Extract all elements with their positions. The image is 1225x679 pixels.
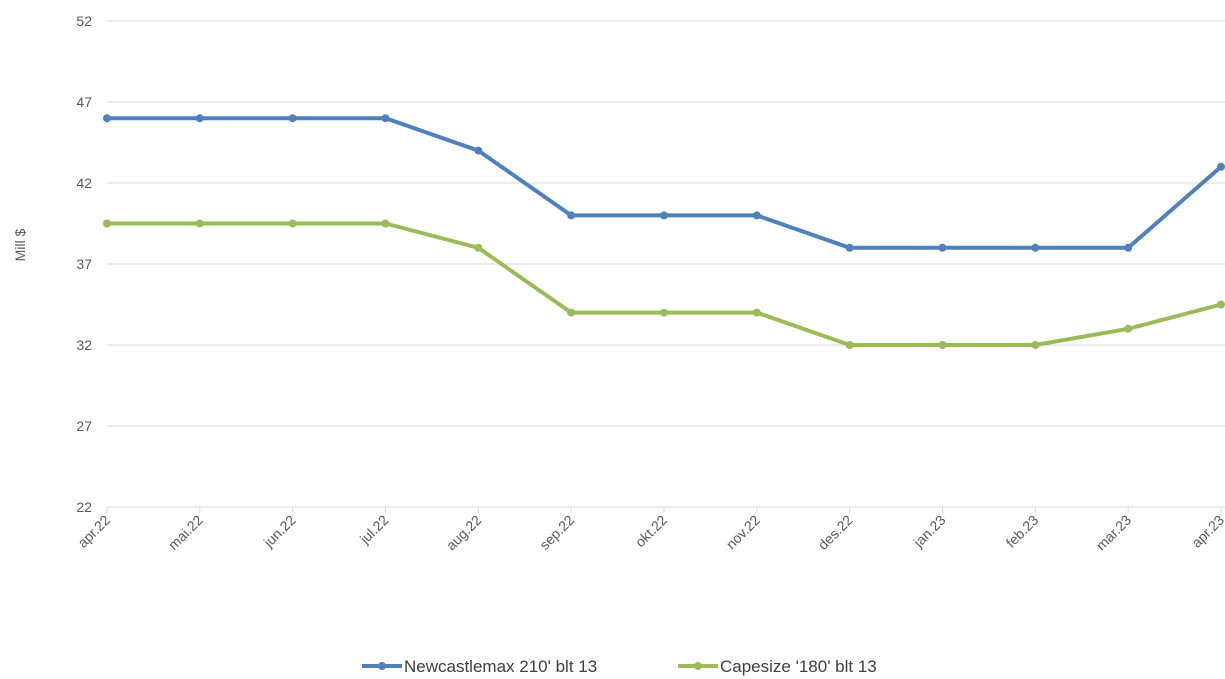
legend-marker [378,662,386,670]
legend: Newcastlemax 210' blt 13 Capesize '180' b… [362,657,877,676]
data-point [288,219,297,228]
legend-item-2: Capesize '180' blt 13 [678,657,877,676]
data-point [381,219,390,228]
data-point [752,308,761,317]
data-point [1124,243,1133,252]
data-point [1217,300,1225,309]
data-point [660,308,668,317]
series-2 [103,219,1225,349]
y-tick-label: 27 [76,418,92,434]
y-tick-label: 32 [76,337,92,353]
data-point [938,243,947,252]
x-tick-label: mai.22 [165,512,206,553]
x-tick-label: sep.22 [536,512,577,553]
y-axis-title: Mill $ [12,228,28,261]
data-point [474,146,483,155]
data-point [1031,243,1040,252]
data-point [288,114,297,123]
y-tick-label: 37 [76,256,92,272]
x-tick-label: jun.22 [260,512,299,551]
x-tick-label: jan.23 [910,512,949,551]
y-tick-label: 52 [76,13,92,29]
data-point [567,308,576,317]
data-point [103,219,111,228]
x-tick-label: jul.22 [356,512,392,548]
gridlines [107,20,1225,508]
legend-marker [694,662,702,670]
y-tick-label: 47 [76,94,92,110]
y-tick-label: 22 [76,499,92,515]
data-point [195,114,204,123]
data-point [567,211,576,220]
data-point [1217,162,1225,171]
data-point [938,341,947,349]
data-point [1124,324,1133,333]
data-point [660,211,668,220]
data-point [752,211,761,220]
data-point [195,219,204,228]
x-axis: apr.22 mai.22 jun.22 jul.22 aug.22 sep.22 okt.… [74,507,1225,553]
data-point [381,114,390,123]
legend-label: Capesize '180' blt 13 [720,657,877,676]
x-tick-label: nov.22 [723,512,763,552]
x-tick-label: okt.22 [632,512,670,550]
data-point [845,243,854,252]
series-1 [103,114,1225,252]
y-tick-label: 42 [76,175,92,191]
x-tick-label: apr.23 [1188,512,1225,551]
x-tick-label: apr.22 [74,512,113,551]
data-point [1031,341,1040,349]
x-tick-label: mar.23 [1093,512,1135,554]
x-tick-label: des.22 [815,512,856,553]
x-tick-label: feb.23 [1003,512,1042,551]
data-point [845,341,854,349]
series-line [105,221,1223,347]
series-lines [103,114,1225,349]
data-point [474,243,483,252]
data-point [103,114,111,123]
x-tick-label: aug.22 [443,512,485,554]
y-axis: 22 27 32 37 42 47 52 [76,13,92,515]
legend-item-1: Newcastlemax 210' blt 13 [362,657,597,676]
legend-label: Newcastlemax 210' blt 13 [404,657,597,676]
